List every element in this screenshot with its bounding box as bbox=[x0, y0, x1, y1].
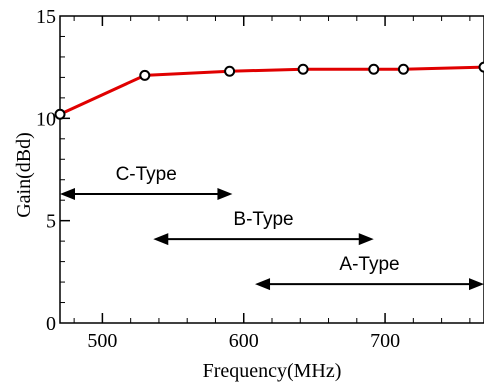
band-arrow: C-Type bbox=[60, 164, 233, 201]
data-point bbox=[478, 61, 484, 73]
y-tick-label: 10 bbox=[36, 108, 56, 130]
data-point bbox=[297, 63, 309, 75]
band-arrow-head-right bbox=[469, 278, 484, 291]
band-label: B-Type bbox=[233, 209, 293, 230]
band-arrow: A-Type bbox=[255, 254, 484, 291]
data-point bbox=[54, 108, 66, 120]
series-group bbox=[54, 61, 484, 120]
minor-ticks bbox=[60, 16, 471, 323]
band-arrows: C-Type B-Type A-Type bbox=[60, 164, 484, 291]
x-axis-title: Frequency(MHz) bbox=[203, 360, 342, 382]
major-ticks bbox=[60, 16, 386, 323]
y-tick-labels: 0 5 10 15 bbox=[36, 6, 56, 335]
band-arrow-head-left bbox=[153, 233, 169, 246]
x-tick-label: 600 bbox=[229, 330, 259, 352]
band-label: C-Type bbox=[116, 164, 177, 185]
data-point bbox=[224, 65, 236, 77]
band-arrow-head-left bbox=[60, 188, 75, 201]
x-tick-label: 700 bbox=[370, 330, 400, 352]
data-point bbox=[368, 63, 380, 75]
y-tick-label: 0 bbox=[46, 313, 56, 335]
band-arrow-head-right bbox=[217, 188, 233, 201]
y-axis-title: Gain(dBd) bbox=[13, 132, 35, 218]
y-tick-label: 15 bbox=[36, 6, 56, 28]
data-point bbox=[397, 63, 409, 75]
band-arrow: B-Type bbox=[153, 209, 374, 246]
y-tick-label: 5 bbox=[46, 211, 56, 233]
band-arrow-head-right bbox=[358, 233, 374, 246]
band-label: A-Type bbox=[339, 254, 399, 275]
band-arrow-head-left bbox=[255, 278, 271, 291]
x-tick-labels: 500 600 700 bbox=[87, 330, 400, 352]
series-line bbox=[59, 65, 484, 116]
data-point bbox=[139, 69, 151, 81]
x-tick-label: 500 bbox=[87, 330, 117, 352]
